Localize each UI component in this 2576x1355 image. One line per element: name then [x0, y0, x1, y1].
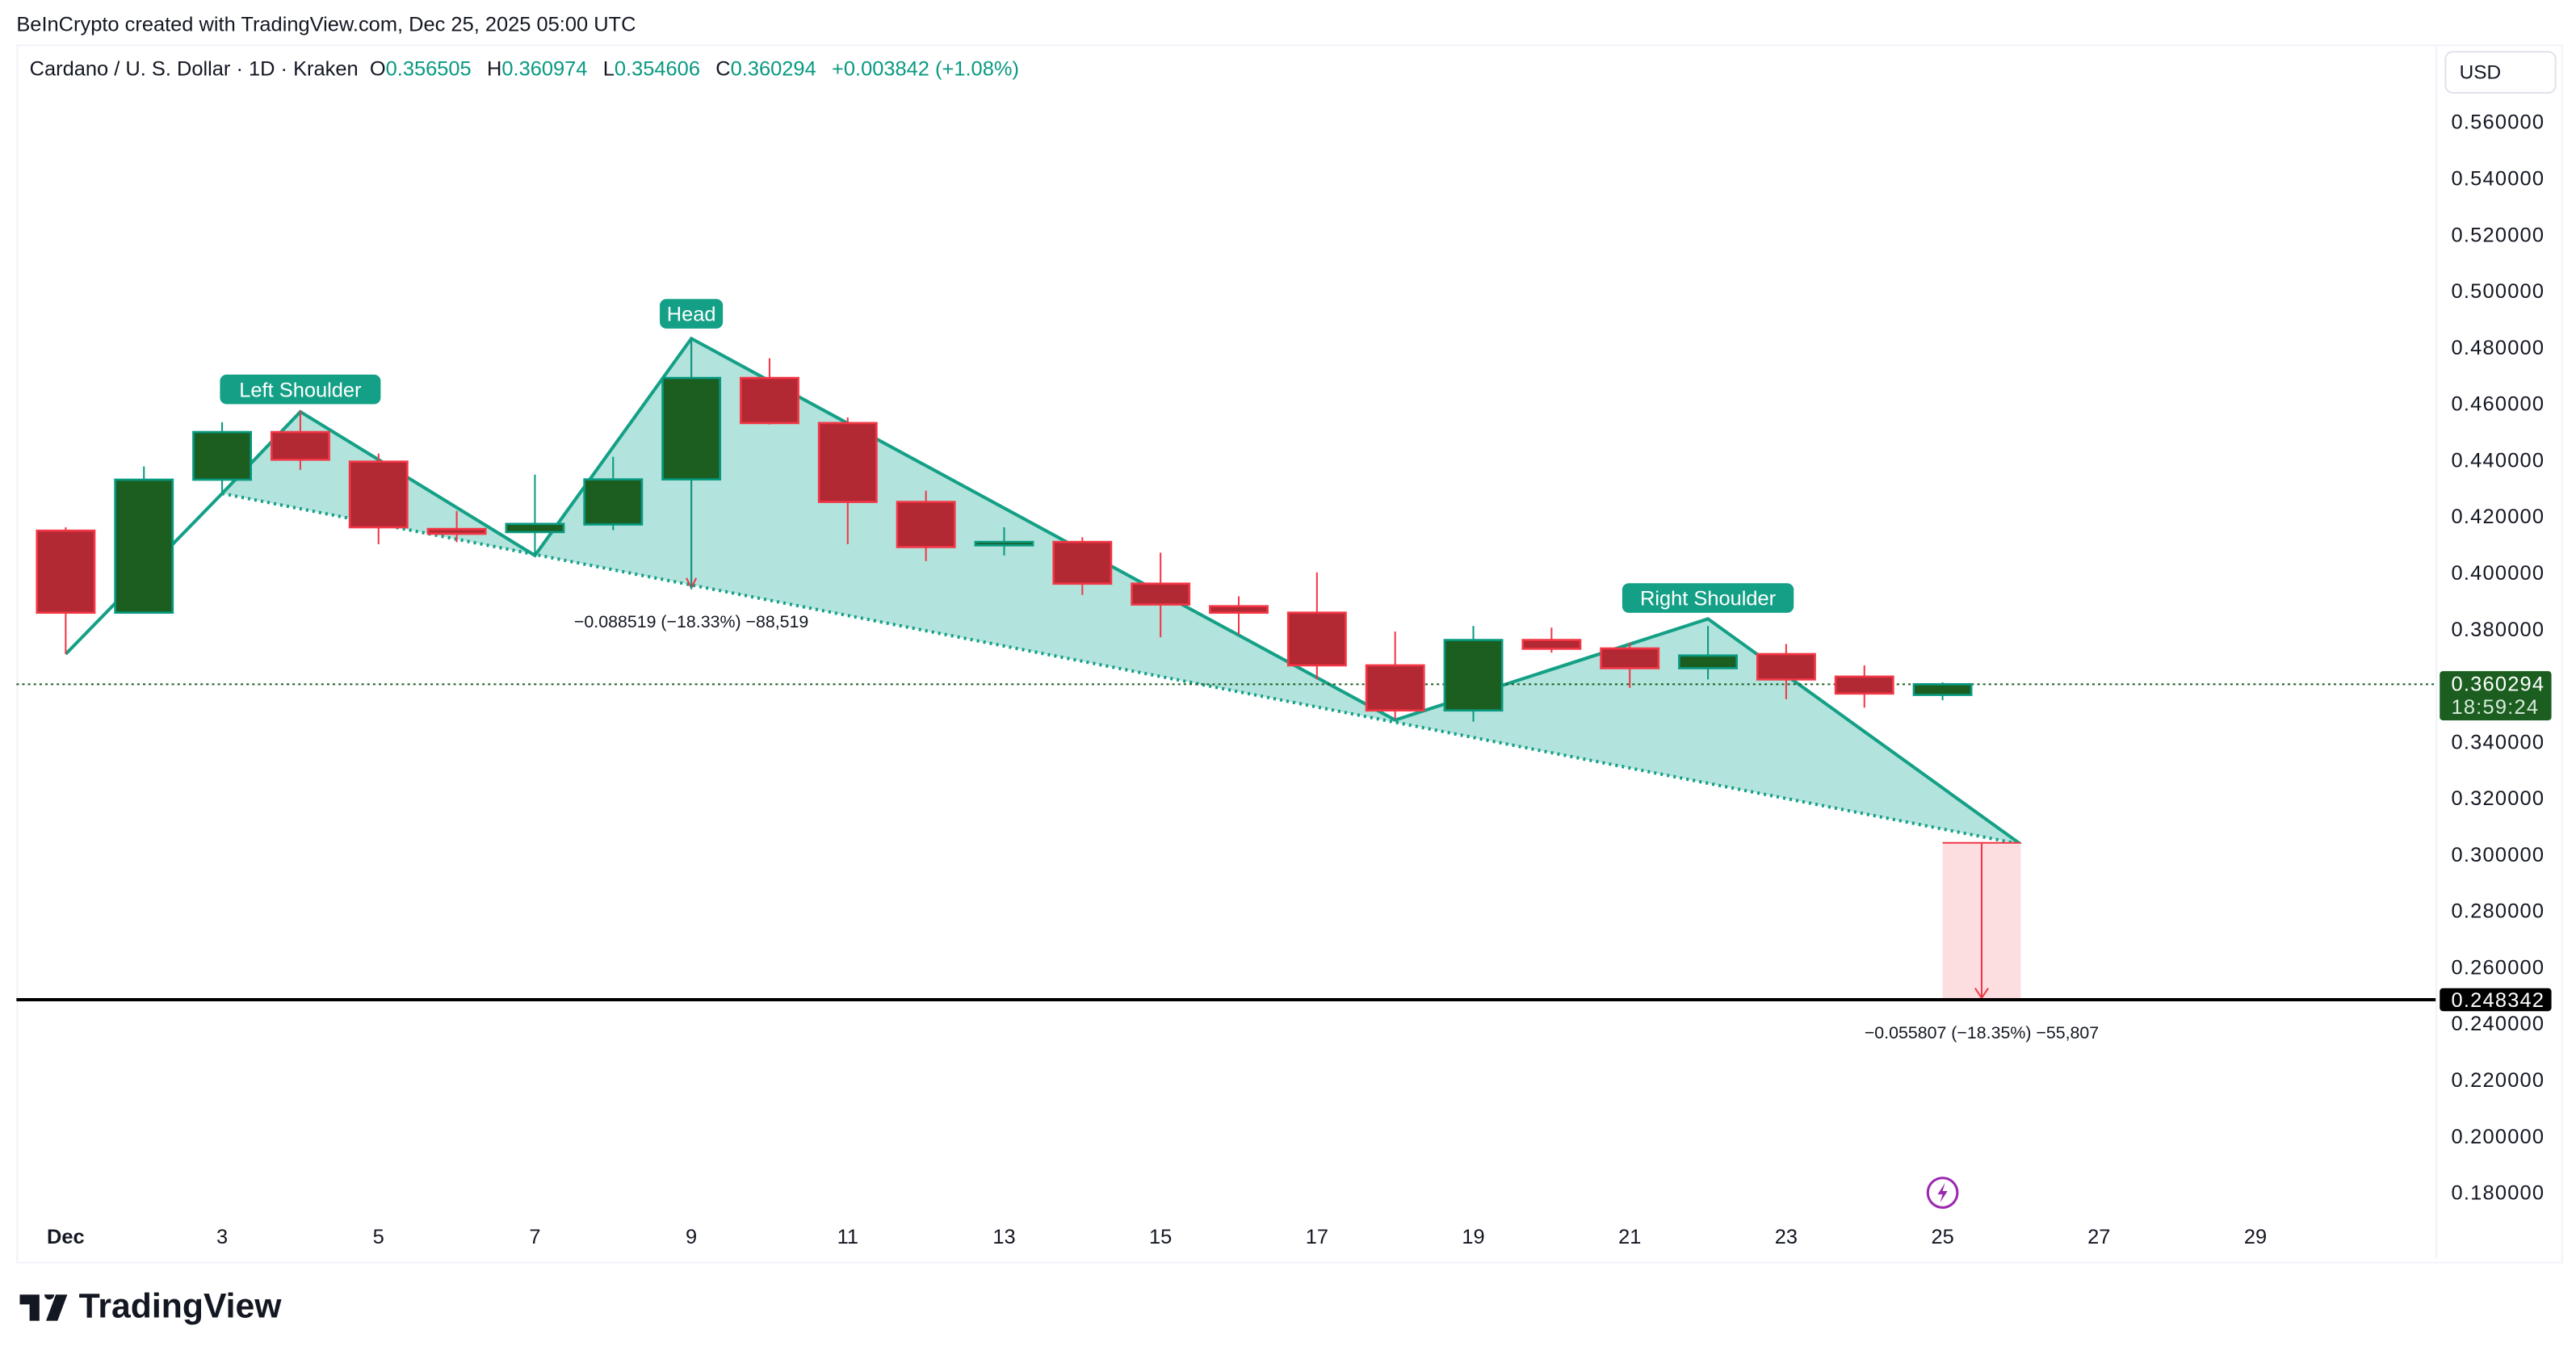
target-price-badge [2440, 988, 2552, 1012]
change-value: +0.003842 (+1.08%) [832, 57, 1019, 81]
left-shoulder-label-bg [220, 374, 381, 405]
candle-down[interactable] [348, 460, 409, 529]
left-shoulder-label[interactable]: Left Shoulder [239, 379, 362, 401]
open-label: O [369, 57, 386, 81]
current-price-value: 0.360294 [2451, 673, 2545, 695]
right-shoulder-label[interactable]: Right Shoulder [1640, 588, 1777, 610]
time-tick: 29 [2244, 1226, 2267, 1248]
candle-down[interactable] [1521, 639, 1582, 650]
price-tick: 0.480000 [2451, 337, 2545, 359]
candle-up[interactable] [661, 376, 722, 480]
head-label[interactable]: Head [667, 304, 716, 326]
price-tick: 0.520000 [2451, 224, 2545, 246]
lightning-glyph-icon [1937, 1182, 1948, 1203]
close-value: 0.360294 [730, 57, 816, 81]
candle-down[interactable] [1365, 664, 1425, 712]
time-tick: 21 [1618, 1226, 1641, 1248]
price-tick: 0.400000 [2451, 562, 2545, 585]
price-tick: 0.440000 [2451, 449, 2545, 472]
price-tick: 0.420000 [2451, 506, 2545, 528]
candle-up[interactable] [1678, 654, 1738, 669]
price-tick: 0.320000 [2451, 787, 2545, 810]
price-tick: 0.200000 [2451, 1126, 2545, 1148]
time-tick: 17 [1306, 1226, 1328, 1248]
candle-down[interactable] [36, 529, 96, 615]
symbol-legend: Cardano / U. S. Dollar · 1D · Kraken O0.… [30, 57, 1030, 80]
price-tick: 0.180000 [2451, 1182, 2545, 1205]
time-tick: 23 [1775, 1226, 1798, 1248]
candle-up[interactable] [974, 540, 1034, 547]
candle-up[interactable] [114, 478, 174, 615]
candle-down[interactable] [1052, 540, 1113, 585]
time-tick: 7 [529, 1226, 540, 1248]
price-tick: 0.540000 [2451, 167, 2545, 190]
low-value: 0.354606 [614, 57, 700, 81]
close-label: C [715, 57, 731, 81]
target-price-value: 0.248342 [2451, 989, 2545, 1012]
candle-down[interactable] [1286, 611, 1347, 667]
price-tick: 0.300000 [2451, 844, 2545, 866]
candle-up[interactable] [583, 478, 644, 526]
candle-down[interactable] [1131, 582, 1191, 606]
head-label-bg [660, 299, 724, 329]
candle-down[interactable] [270, 430, 330, 461]
time-tick: 11 [837, 1226, 858, 1248]
time-tick: 5 [373, 1226, 384, 1248]
open-value: 0.356505 [385, 57, 472, 81]
candle-up[interactable] [505, 522, 565, 534]
price-tick: 0.240000 [2451, 1013, 2545, 1035]
chart-pane[interactable] [16, 44, 2563, 1264]
price-tick: 0.500000 [2451, 280, 2545, 303]
currency-button[interactable]: USD [2444, 51, 2557, 94]
symbol-title[interactable]: Cardano / U. S. Dollar · 1D · Kraken [29, 57, 359, 81]
candle-down[interactable] [740, 376, 799, 425]
high-value: 0.360974 [501, 57, 588, 81]
time-tick: 13 [992, 1226, 1015, 1248]
price-tick: 0.280000 [2451, 900, 2545, 923]
candle-down[interactable] [817, 422, 878, 503]
candle-down[interactable] [1756, 652, 1816, 681]
time-tick: 25 [1931, 1226, 1953, 1248]
candle-down[interactable] [1834, 675, 1894, 695]
low-label: L [602, 57, 615, 81]
tradingview-logo[interactable]: TradingView [19, 1288, 282, 1328]
time-tick: 27 [2087, 1226, 2110, 1248]
current-price-badge [2440, 671, 2552, 721]
price-tick: 0.340000 [2451, 731, 2545, 753]
time-tick: 3 [216, 1226, 228, 1248]
right-shoulder-label-bg [1622, 583, 1794, 613]
target-measure-label: −0.055807 (−18.35%) −55,807 [1865, 1023, 2099, 1042]
head-measure-label: −0.088519 (−18.33%) −88,519 [574, 612, 808, 631]
candle-up[interactable] [1443, 639, 1504, 712]
price-tick: 0.260000 [2451, 956, 2545, 979]
time-tick: 9 [686, 1226, 697, 1248]
price-tick: 0.380000 [2451, 619, 2545, 641]
candle-up[interactable] [192, 430, 252, 481]
bar-countdown: 18:59:24 [2451, 696, 2539, 719]
time-tick: 19 [1462, 1226, 1484, 1248]
chart-caption: BeInCrypto created with TradingView.com,… [16, 13, 636, 36]
candle-down[interactable] [1600, 647, 1660, 669]
time-tick: Dec [47, 1226, 85, 1248]
candle-down[interactable] [896, 501, 956, 548]
high-label: H [487, 57, 502, 81]
price-tick: 0.460000 [2451, 393, 2545, 416]
candle-down[interactable] [1209, 605, 1269, 615]
time-tick: 15 [1149, 1226, 1172, 1248]
price-tick: 0.560000 [2451, 111, 2545, 134]
candle-down[interactable] [426, 527, 487, 535]
candle-up[interactable] [1912, 683, 1973, 696]
brand-name: TradingView [78, 1288, 282, 1326]
price-tick: 0.220000 [2451, 1069, 2545, 1092]
tradingview-logo-icon [19, 1294, 68, 1321]
